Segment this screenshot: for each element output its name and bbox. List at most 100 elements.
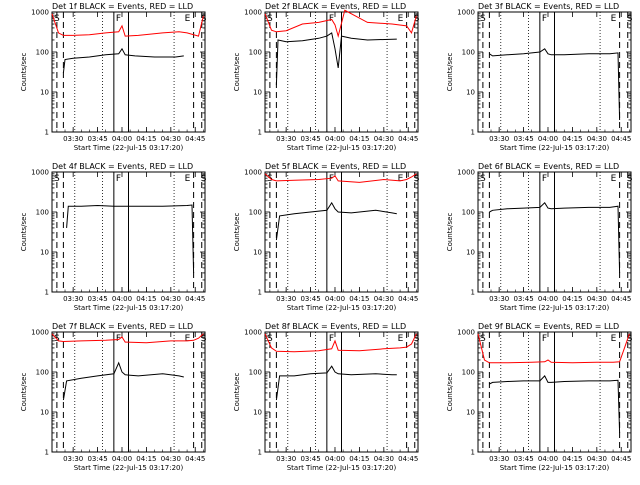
x-tick-label: 04:30	[374, 135, 394, 143]
y-tick-label: 1000	[244, 329, 262, 337]
events-series-line	[62, 361, 184, 401]
marker-e: E	[185, 174, 191, 184]
marker-s-end: S	[627, 14, 633, 24]
x-tick-label: 03:45	[87, 295, 107, 303]
x-tick-label: 04:00	[538, 455, 558, 463]
x-tick-label: 04:15	[136, 135, 156, 143]
x-tick-label: 04:15	[349, 295, 369, 303]
events-series-line	[275, 365, 397, 401]
marker-s-end: S	[414, 174, 420, 184]
panel-5: Det 5f BLACK = Events, RED = LLD 1 10 100 10…	[233, 162, 420, 312]
marker-s-end: S	[201, 334, 207, 344]
lld-series-line	[264, 9, 417, 39]
marker-f: F	[542, 14, 547, 24]
lld-series-line	[51, 13, 204, 37]
marker-f: F	[116, 334, 121, 344]
x-tick-label: 03:45	[87, 455, 107, 463]
y-tick-label: 1000	[244, 9, 262, 17]
marker-e: E	[611, 334, 617, 344]
panel-title: Det 8f BLACK = Events, RED = LLD	[265, 322, 406, 331]
y-tick-label: 10	[253, 409, 262, 417]
x-tick-label: 03:45	[300, 455, 320, 463]
y-tick-label: 10	[253, 89, 262, 97]
y-tick-label: 1000	[457, 329, 475, 337]
x-tick-label: 04:30	[374, 295, 394, 303]
y-tick-label: 1000	[457, 169, 475, 177]
marker-e: E	[611, 14, 617, 24]
panel-6: Det 6f BLACK = Events, RED = LLD 1 10 100 10…	[446, 162, 633, 312]
y-tick-label: 1000	[31, 169, 49, 177]
lld-series-line	[477, 333, 630, 364]
panel-3: Det 3f BLACK = Events, RED = LLD 1 10 100 10…	[446, 2, 633, 152]
marker-s-end: S	[627, 334, 633, 344]
x-tick-label: 04:30	[161, 295, 181, 303]
marker-e: E	[185, 334, 191, 344]
x-tick-label: 03:45	[513, 455, 533, 463]
x-tick-label: 04:00	[325, 135, 345, 143]
marker-s-start: S	[480, 14, 486, 24]
x-axis-label: Start Time (22-Jul-15 03:17:20)	[74, 304, 184, 312]
marker-s-start: S	[267, 14, 273, 24]
panel-9: Det 9f BLACK = Events, RED = LLD 1 10 100 10…	[446, 322, 633, 472]
x-tick-label: 04:00	[112, 295, 132, 303]
marker-s-end: S	[201, 174, 207, 184]
x-tick-label: 03:45	[300, 135, 320, 143]
marker-f: F	[329, 174, 334, 184]
x-axis-label: Start Time (22-Jul-15 03:17:20)	[500, 304, 610, 312]
x-tick-label: 03:30	[63, 135, 83, 143]
y-tick-label: 10	[40, 249, 49, 257]
marker-f: F	[542, 174, 547, 184]
events-series-line	[489, 48, 621, 121]
x-tick-label: 04:45	[185, 135, 205, 143]
marker-f: F	[116, 174, 121, 184]
marker-s-start: S	[480, 174, 486, 184]
y-axis-label: Counts/sec	[233, 373, 241, 412]
lld-series-line	[51, 333, 204, 344]
x-tick-label: 04:00	[112, 455, 132, 463]
x-tick-label: 03:30	[489, 295, 509, 303]
x-tick-label: 04:30	[161, 135, 181, 143]
x-axis-label: Start Time (22-Jul-15 03:17:20)	[287, 144, 397, 152]
y-tick-label: 10	[466, 89, 475, 97]
marker-s-end: S	[201, 14, 207, 24]
x-tick-label: 04:45	[185, 295, 205, 303]
events-series-line	[489, 375, 621, 433]
x-tick-label: 03:30	[276, 135, 296, 143]
marker-e: E	[185, 14, 191, 24]
marker-s-start: S	[480, 334, 486, 344]
marker-e: E	[611, 174, 617, 184]
x-tick-label: 03:30	[63, 295, 83, 303]
marker-f: F	[542, 334, 547, 344]
x-tick-label: 03:45	[87, 135, 107, 143]
y-tick-label: 1	[45, 289, 49, 297]
lld-series-line	[264, 173, 417, 183]
y-tick-label: 100	[462, 369, 475, 377]
y-tick-label: 1	[258, 129, 262, 137]
x-tick-label: 04:15	[349, 455, 369, 463]
panel-title: Det 7f BLACK = Events, RED = LLD	[52, 322, 193, 331]
panel-2: Det 2f BLACK = Events, RED = LLD 1 10 100 10…	[233, 2, 420, 152]
y-tick-label: 1	[45, 449, 49, 457]
lld-series-line	[264, 333, 417, 353]
y-axis-label: Counts/sec	[446, 373, 454, 412]
x-tick-label: 04:45	[611, 455, 631, 463]
y-axis-label: Counts/sec	[20, 53, 28, 92]
x-tick-label: 03:30	[276, 295, 296, 303]
marker-e: E	[398, 14, 404, 24]
x-tick-label: 04:30	[161, 455, 181, 463]
y-tick-label: 1	[471, 289, 475, 297]
marker-s-start: S	[54, 14, 60, 24]
panel-title: Det 9f BLACK = Events, RED = LLD	[478, 322, 619, 331]
marker-s-end: S	[627, 174, 633, 184]
x-tick-label: 04:45	[398, 135, 418, 143]
x-tick-label: 04:15	[562, 455, 582, 463]
x-tick-label: 04:15	[136, 455, 156, 463]
y-tick-label: 10	[466, 409, 475, 417]
marker-s-end: S	[414, 14, 420, 24]
x-tick-label: 03:45	[513, 135, 533, 143]
panel-4: Det 4f BLACK = Events, RED = LLD 1 10 100 10…	[20, 162, 207, 312]
y-axis-label: Counts/sec	[20, 373, 28, 412]
x-tick-label: 04:30	[587, 295, 607, 303]
